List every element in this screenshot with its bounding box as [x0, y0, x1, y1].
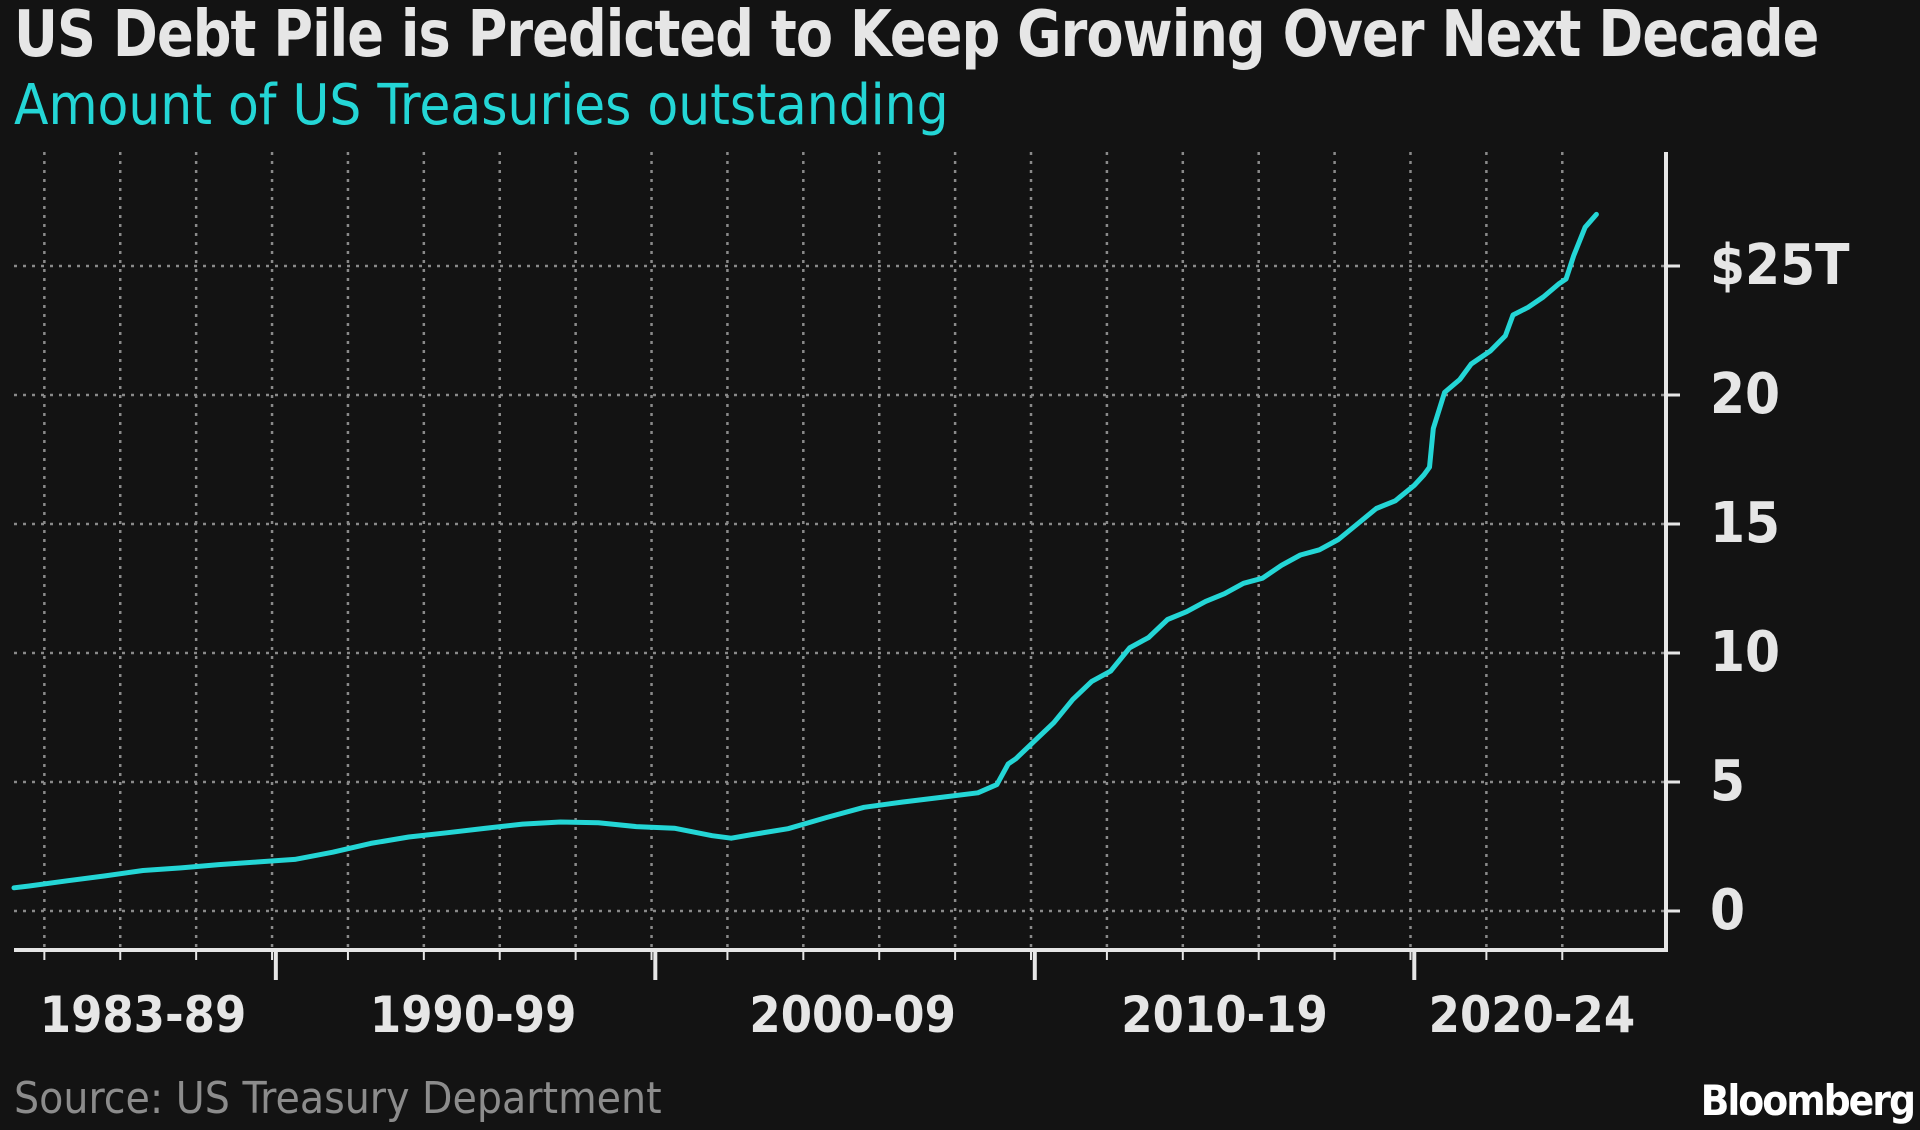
x-tick-labels: 1983-89 1990-99 2000-09 2010-19 2020-24 [40, 950, 1635, 1044]
chart-title: US Debt Pile is Predicted to Keep Growin… [14, 0, 1819, 72]
y-tick-label: 15 [1710, 491, 1780, 556]
bloomberg-logo: Bloomberg [1700, 1076, 1916, 1125]
y-tick-label: 10 [1710, 620, 1780, 685]
x-tick-label: 2000-09 [749, 986, 955, 1044]
source-note: Source: US Treasury Department [14, 1073, 662, 1124]
series-layer [11, 211, 1599, 891]
y-tick-label: 0 [1710, 878, 1745, 943]
x-tick-label: 2010-19 [1121, 986, 1327, 1044]
x-tick-label: 2020-24 [1429, 986, 1635, 1044]
gridlines [14, 152, 1666, 950]
y-tick-labels: 0 5 10 15 20 $25T [1666, 233, 1850, 943]
y-tick-label: $25T [1710, 233, 1850, 298]
x-tick-label: 1983-89 [40, 986, 246, 1044]
series-line [11, 211, 1599, 891]
chart-subtitle: Amount of US Treasuries outstanding [14, 73, 949, 138]
axes [14, 152, 1668, 952]
x-tick-label: 1990-99 [370, 986, 576, 1044]
y-tick-label: 5 [1710, 749, 1745, 814]
y-tick-label: 20 [1710, 362, 1780, 427]
